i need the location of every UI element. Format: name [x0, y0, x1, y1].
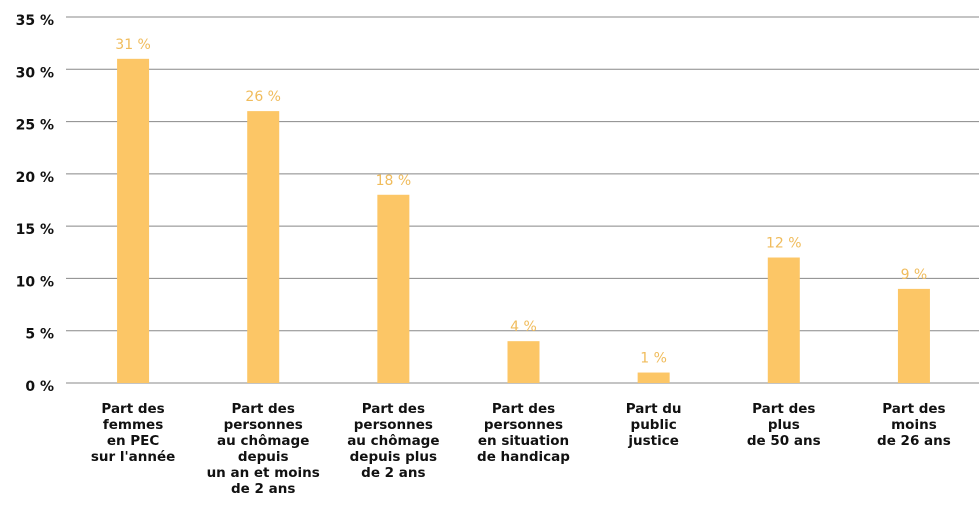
value-label: 1 % — [640, 351, 667, 367]
x-tick-line: au chômage — [217, 433, 309, 449]
x-tick-line: Part des — [362, 401, 425, 417]
x-tick-line: justice — [627, 433, 679, 449]
x-tick-line: Part des — [101, 401, 164, 417]
x-tick-label: Part des personnes en situation de handicap — [477, 401, 570, 465]
x-tick-line: personnes — [484, 417, 563, 433]
x-tick-line: personnes — [354, 417, 433, 433]
x-tick-line: public — [631, 417, 677, 433]
x-tick-line: de handicap — [477, 449, 570, 465]
x-tick-line: Part des — [492, 401, 555, 417]
y-tick-label: 0 % — [25, 379, 54, 395]
value-label: 12 % — [766, 236, 802, 252]
x-tick-line: de 50 ans — [747, 433, 821, 449]
x-tick-line: un an et moins — [207, 465, 320, 481]
x-tick-line: de 2 ans — [361, 465, 425, 481]
value-label: 9 % — [901, 267, 928, 283]
x-tick-line: femmes — [103, 417, 163, 433]
bar — [767, 257, 800, 383]
x-tick-line: Part des — [232, 401, 295, 417]
bar — [637, 372, 670, 383]
x-tick-line: personnes — [224, 417, 303, 433]
x-tick-line: Part des — [882, 401, 945, 417]
y-tick-label: 5 % — [25, 327, 54, 343]
y-tick-label: 20 % — [16, 170, 54, 186]
y-tick-label: 30 % — [16, 65, 54, 81]
x-tick-line: Part du — [626, 401, 682, 417]
value-label: 4 % — [510, 319, 537, 335]
x-tick-label: Part des personnes au chômage depuis un an e… — [207, 401, 320, 497]
x-tick-label: Part des moins de 26 ans — [877, 401, 951, 449]
x-tick-line: depuis plus — [350, 449, 437, 465]
bar — [117, 58, 150, 383]
bar — [507, 341, 540, 383]
bar — [897, 288, 930, 383]
x-tick-line: en situation — [478, 433, 569, 449]
x-tick-line: sur l'année — [91, 449, 175, 465]
x-tick-line: en PEC — [107, 433, 160, 449]
y-tick-label: 15 % — [16, 222, 54, 238]
x-tick-line: depuis — [238, 449, 289, 465]
x-tick-label: Part des plus de 50 ans — [747, 401, 821, 449]
x-tick-line: Part des — [752, 401, 815, 417]
x-tick-line: moins — [891, 417, 937, 433]
value-label: 26 % — [245, 89, 281, 105]
bar — [247, 111, 280, 383]
x-tick-label: Part du public justice — [626, 401, 682, 449]
x-tick-label: Part des personnes au chômage depuis plus de… — [347, 401, 439, 481]
x-tick-line: de 2 ans — [231, 481, 295, 497]
y-tick-label: 25 % — [16, 118, 54, 134]
y-tick-label: 10 % — [16, 274, 54, 290]
x-tick-line: plus — [768, 417, 800, 433]
value-label: 18 % — [376, 173, 412, 189]
x-tick-line: de 26 ans — [877, 433, 951, 449]
bar — [377, 194, 410, 383]
y-tick-label: 35 % — [16, 13, 54, 29]
x-tick-label: Part des femmes en PEC sur l'année — [91, 401, 175, 465]
value-label: 31 % — [115, 37, 151, 53]
x-tick-line: au chômage — [347, 433, 439, 449]
